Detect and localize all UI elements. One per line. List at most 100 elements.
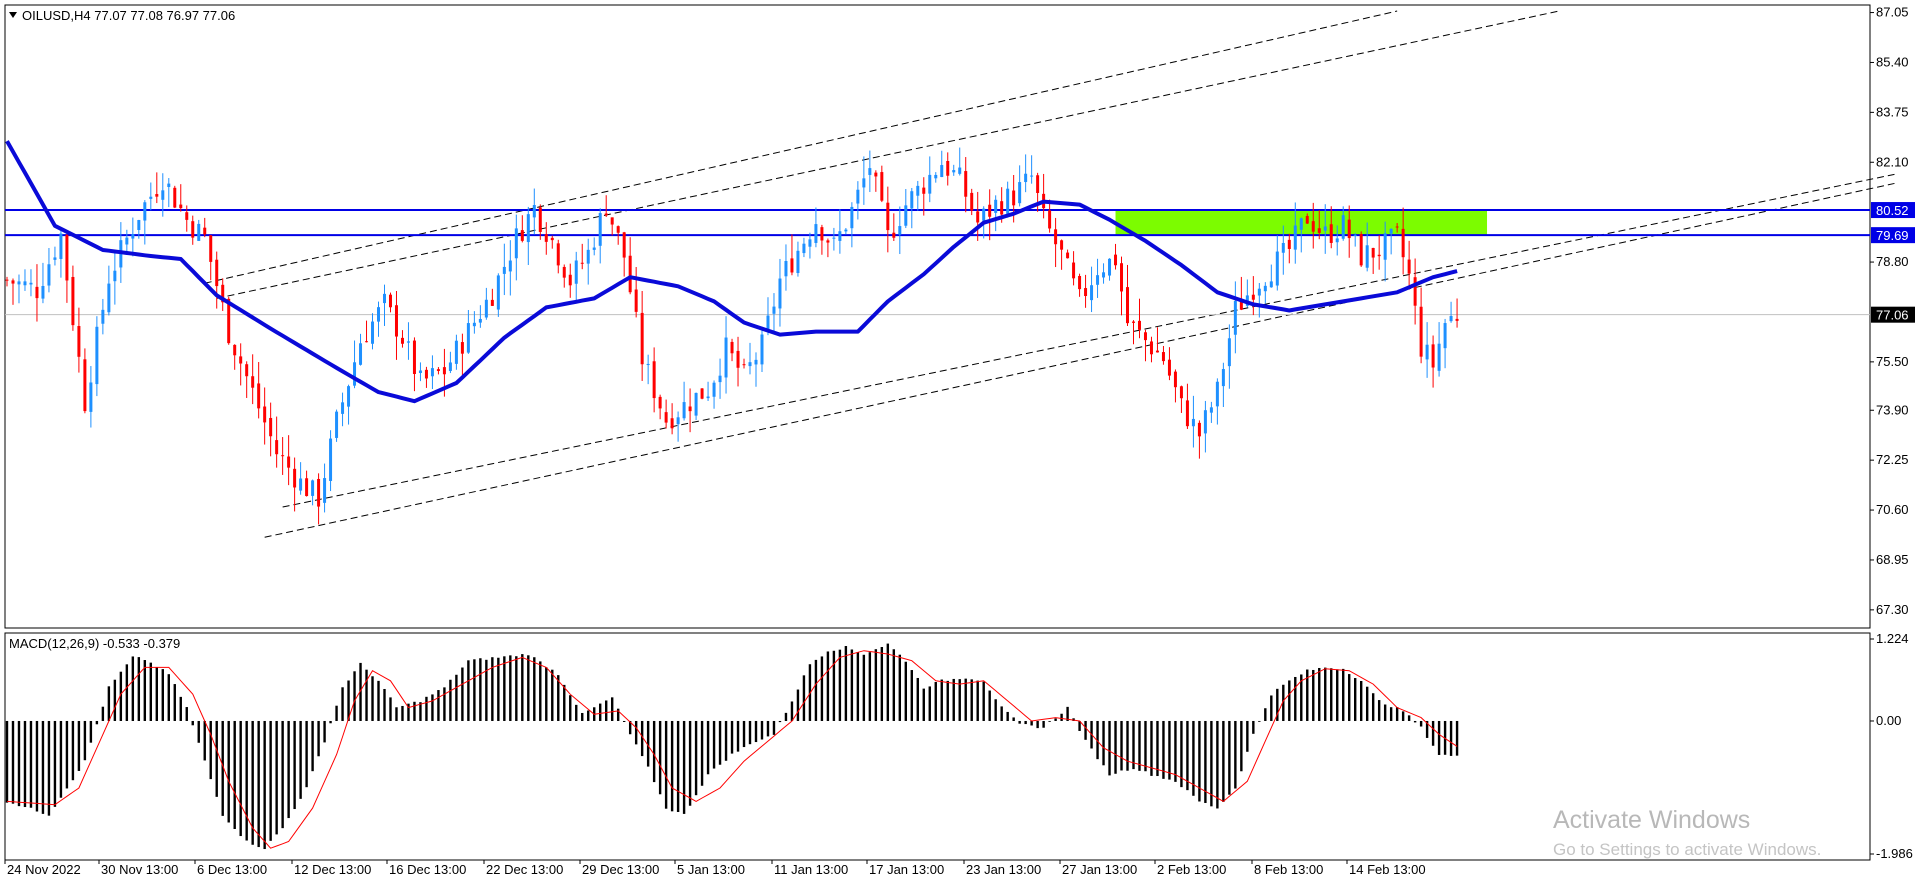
candle [1431,335,1435,388]
macd-bar [113,679,117,721]
candle [269,402,273,457]
candle [406,322,410,360]
macd-bar [1306,669,1309,721]
macd-bar [1359,680,1363,721]
macd-bar [419,702,422,721]
macd-bar [311,720,314,772]
candle [173,185,177,209]
macd-bar [892,649,896,721]
macd-bar [101,706,105,721]
macd-bar [1144,720,1147,772]
macd-bar [485,659,488,721]
trend-channel-layer [204,10,1895,538]
macd-bar [497,657,500,721]
macd-bar [323,720,326,743]
macd-bar [1407,715,1411,721]
macd-bar [305,720,308,788]
candle [1365,222,1369,272]
collapse-triangle-icon[interactable] [9,12,17,18]
macd-bar [551,669,554,721]
macd-signal-line[interactable] [6,650,1458,849]
time-axis[interactable]: 24 Nov 2022 30 Nov 13:00 6 Dec 13:00 12 Dec… [4,860,1426,877]
candle [29,269,33,297]
macd-bar [587,710,590,721]
price-tick-label: 72.25 [1876,452,1909,467]
macd-bar [1437,720,1441,755]
price-tick-label: 85.40 [1876,54,1909,69]
macd-bar [646,720,650,767]
macd-bar [784,712,788,721]
macd-bar [1060,713,1063,721]
time-tick-label: 23 Jan 13:00 [966,862,1041,877]
macd-bar [605,700,608,721]
candle [1293,202,1297,264]
macd-bar [1012,717,1015,721]
macd-bar [239,720,242,837]
macd-bar [1258,720,1261,722]
candle [197,219,201,241]
macd-bar [29,720,33,808]
macd-bar [233,720,236,829]
macd-bar [1300,674,1303,721]
candle [658,394,662,420]
candle [155,172,159,204]
moving-average-line[interactable] [5,140,1458,404]
trend-channel-line-upper-1[interactable] [204,10,1398,284]
candle [1413,258,1417,325]
candle [436,367,440,375]
macd-bar [880,647,884,721]
candle [988,189,992,241]
candle [221,278,225,311]
macd-bar [1204,720,1207,803]
macd-bar [23,720,27,808]
macd-bar [922,688,925,721]
time-tick-label: 29 Dec 13:00 [582,862,659,877]
candle [814,207,818,248]
macd-bar [275,720,278,835]
candle [892,213,896,242]
candle [101,298,105,335]
candle [736,336,740,387]
candle [664,399,668,429]
candle [1108,258,1112,281]
macd-bar [1371,693,1375,721]
macd-bar [563,684,566,721]
macd-bar [1377,700,1381,721]
candle [35,264,39,322]
macd-bar [515,656,518,721]
trend-channel-line-lower-2[interactable] [264,182,1895,538]
svg-text:80.52: 80.52 [1876,203,1909,218]
candle [604,195,608,218]
trend-channel-line-upper-2[interactable] [216,10,1560,299]
macd-bar [688,720,692,806]
svg-text:79.69: 79.69 [1876,228,1909,243]
candle [844,228,848,235]
macd-bar [599,703,602,721]
candle [305,470,309,497]
candle [472,311,476,334]
price-axis[interactable]: 87.05 85.40 83.75 82.10 78.80 75.50 73.90 72.25… [1870,5,1915,617]
macd-pane[interactable]: MACD(12,26,9) -0.533 -0.379 [4,632,1871,861]
candle [71,265,75,331]
candle [287,435,291,486]
time-tick-label: 30 Nov 13:00 [101,862,178,877]
macd-bar [634,720,638,745]
candle [1287,233,1291,264]
candle [185,205,189,232]
macd-bar [209,720,212,780]
macd-bar [730,720,734,754]
macd-bar [1108,720,1111,776]
price-pane[interactable] [4,4,1895,629]
macd-bar [59,720,63,798]
candle [418,362,422,382]
macd-bar [916,677,919,721]
macd-axis[interactable]: 1.224 0.00 -1.986 [1870,631,1913,861]
candle [1353,233,1357,247]
candle [424,366,428,388]
candle [412,337,416,392]
candles-layer [5,147,1459,525]
candle [263,387,267,445]
macd-bar [1114,720,1117,774]
candle [676,411,680,442]
